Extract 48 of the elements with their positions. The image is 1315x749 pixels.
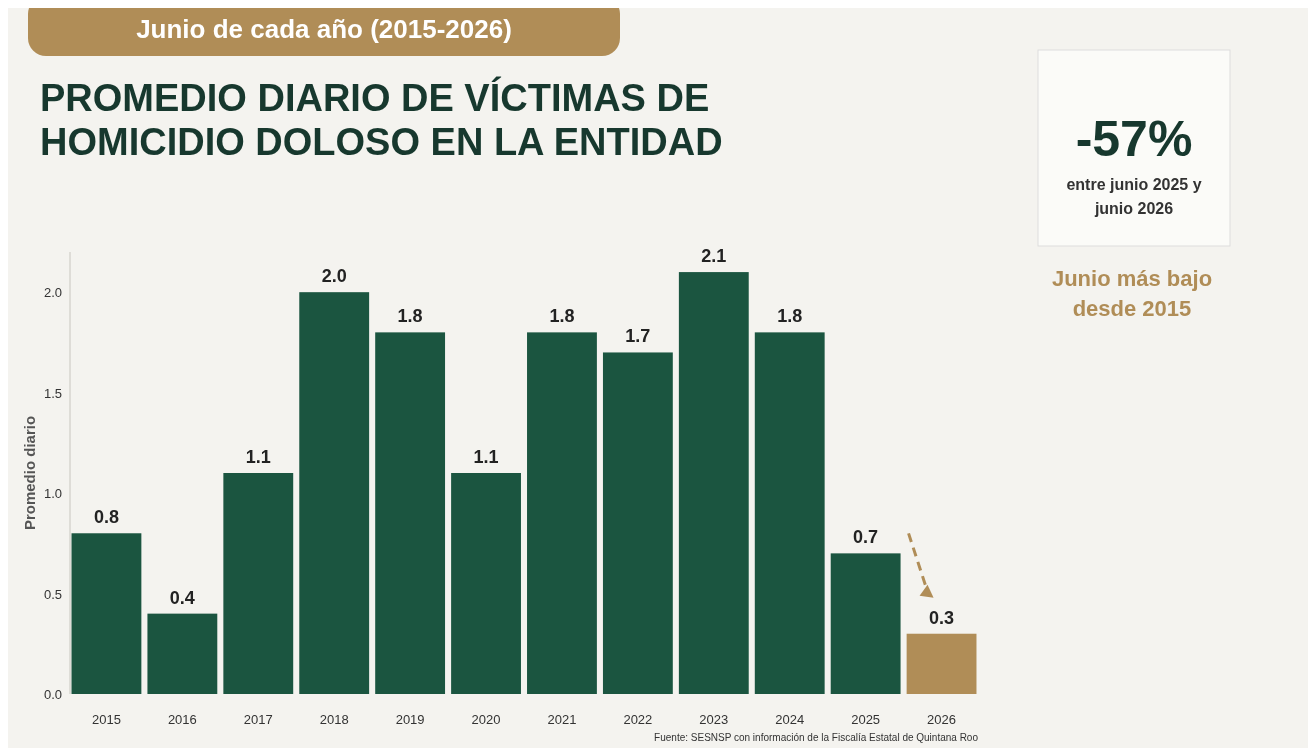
- bar: [223, 473, 294, 694]
- y-tick-label: 1.0: [43, 486, 62, 502]
- x-tick-label: 2025: [851, 712, 881, 727]
- data-label: 0.3: [929, 607, 955, 628]
- chart-subtitle: Junio de cada año (2015-2026): [136, 14, 512, 44]
- data-label: 1.8: [397, 306, 423, 327]
- x-tick-label: 2023: [699, 712, 729, 727]
- bar: [451, 473, 521, 694]
- chart-title: PROMEDIO DIARIO DE VÍCTIMAS DE HOMICIDIO DOLOSO EN LA ENTIDAD: [40, 76, 723, 163]
- x-tick-label: 2019: [395, 712, 425, 727]
- bar: [754, 332, 825, 694]
- y-tick-label: 0.5: [43, 586, 62, 602]
- data-label: 1.7: [625, 326, 651, 347]
- x-tick-label: 2018: [319, 712, 349, 727]
- bar: [71, 533, 142, 694]
- x-tick-label: 2021: [547, 712, 577, 727]
- data-label: 2.0: [321, 266, 347, 287]
- bar: [602, 352, 673, 694]
- bar: [527, 332, 597, 694]
- x-tick-label: 2020: [471, 712, 501, 727]
- bar: [906, 633, 977, 694]
- data-label: 1.8: [549, 306, 575, 327]
- x-tick-label: 2016: [167, 712, 197, 727]
- y-tick-label: 0.0: [43, 687, 62, 702]
- text: -57%: [1075, 111, 1193, 167]
- bar: [375, 332, 446, 694]
- text: Junio más bajo desde 2015: [1051, 266, 1213, 321]
- y-axis-title: Promedio diario: [21, 415, 38, 531]
- bar: [299, 292, 370, 694]
- y-tick-label: 2.0: [43, 285, 62, 301]
- text: entre junio 2025 y junio 2026: [1066, 176, 1202, 217]
- data-label: 1.1: [245, 447, 271, 467]
- bar: [830, 553, 901, 694]
- y-tick-label: 1.5: [43, 385, 62, 401]
- x-tick-label: 2015: [91, 712, 121, 727]
- data-label: 0.8: [93, 507, 119, 528]
- data-label: 0.4: [169, 587, 195, 608]
- x-tick-label: 2022: [623, 712, 653, 727]
- x-tick-label: 2024: [775, 712, 805, 727]
- bar: [678, 272, 749, 694]
- x-tick-label: 2017: [243, 712, 273, 727]
- data-label: 1.8: [777, 306, 803, 327]
- data-label: 1.1: [473, 447, 499, 467]
- data-label: 2.1: [701, 246, 727, 267]
- source-note: Fuente: SESNSP con información de la Fiscalía Estatal de Quintana Roo: [654, 732, 979, 743]
- data-label: 0.7: [853, 527, 879, 548]
- x-tick-label: 2026: [927, 712, 957, 727]
- bar: [147, 613, 218, 694]
